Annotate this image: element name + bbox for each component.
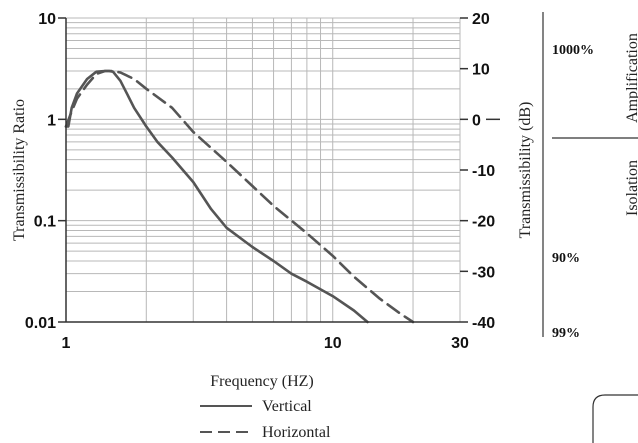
x-tick-label: 10 xyxy=(324,335,342,352)
y2-tick-label: -30 xyxy=(472,264,495,281)
percent-label-90: 90% xyxy=(552,251,580,266)
legend-label-horizontal: Horizontal xyxy=(262,424,331,441)
y2-tick-label: 0 xyxy=(472,112,481,129)
y2-axis-title: Transmissibility (dB) xyxy=(517,102,534,239)
grid xyxy=(66,17,461,322)
legend: Vertical Horizontal xyxy=(200,398,331,441)
y-tick-label: 0.1 xyxy=(34,214,56,231)
y-tick-label: 1 xyxy=(47,112,56,129)
y2-tick-label: 10 xyxy=(472,62,490,79)
y-axis-title: Transmissibility Ratio xyxy=(11,99,28,241)
percent-label-99: 99% xyxy=(552,326,580,341)
x-tick-labels: 1 10 30 xyxy=(62,335,469,352)
y2-tick-label: -20 xyxy=(472,214,495,231)
x-tick-label: 30 xyxy=(451,335,469,352)
y2-tick-labels: 20 10 0 -10 -20 -30 -40 xyxy=(460,11,500,332)
series-lines xyxy=(64,69,415,324)
percent-label-1000: 1000% xyxy=(552,43,594,58)
series-line-vertical xyxy=(64,69,369,324)
y-tick-label: 10 xyxy=(38,11,56,28)
y-tick-labels: 10 1 0.1 0.01 xyxy=(25,11,66,332)
x-axis-title: Frequency (HZ) xyxy=(210,373,314,390)
x-tick-label: 1 xyxy=(62,335,71,352)
plot-background xyxy=(66,18,460,322)
corner-box-outline xyxy=(592,394,638,443)
series-line-horizontal xyxy=(64,69,415,324)
zone-amplification-label: Amplification xyxy=(624,33,638,123)
legend-label-vertical: Vertical xyxy=(262,398,312,415)
y-tick-label: 0.01 xyxy=(25,315,56,332)
y2-tick-label: -10 xyxy=(472,163,495,180)
y2-tick-label: 20 xyxy=(472,11,490,28)
y2-tick-label: -40 xyxy=(472,315,495,332)
zone-isolation-label: Isolation xyxy=(624,160,638,216)
axes xyxy=(65,18,460,323)
